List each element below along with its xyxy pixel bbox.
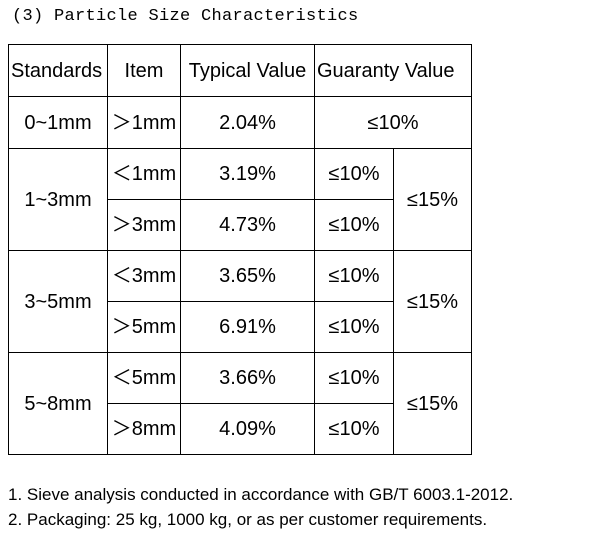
- notes-list: 1. Sieve analysis conducted in accordanc…: [8, 482, 513, 532]
- guaranty-value-cell: ≤10%: [314, 199, 394, 251]
- standard-cell: 3~5mm: [8, 250, 108, 353]
- table-row: 5~8mm ＜5mm 3.66% ≤10% ≤15%: [8, 352, 472, 455]
- standard-cell: 0~1mm: [8, 96, 108, 149]
- guaranty-value-cell: ≤10%: [314, 96, 472, 149]
- note-sieve-analysis: 1. Sieve analysis conducted in accordanc…: [8, 485, 514, 504]
- header-typical-value: Typical Value: [180, 44, 315, 97]
- item-cell: ＞5mm: [107, 301, 181, 353]
- group-limit-cell: ≤15%: [393, 352, 472, 455]
- group-limit-cell: ≤15%: [393, 148, 472, 251]
- standard-cell: 5~8mm: [8, 352, 108, 455]
- item-cell: ＞3mm: [107, 199, 181, 251]
- header-item: Item: [107, 44, 181, 97]
- item-cell: ＜3mm: [107, 250, 181, 302]
- table-row: 1~3mm ＜1mm 3.19% ≤10% ≤15%: [8, 148, 472, 251]
- guaranty-value-cell: ≤10%: [314, 301, 394, 353]
- section-heading: (3) Particle Size Characteristics: [12, 7, 359, 26]
- typical-value-cell: 3.19%: [180, 148, 315, 200]
- item-cell: ＞8mm: [107, 403, 181, 455]
- item-cell: ＜1mm: [107, 148, 181, 200]
- header-guaranty-value: Guaranty Value: [314, 44, 472, 97]
- typical-value-cell: 3.66%: [180, 352, 315, 404]
- note-packaging: 2. Packaging: 25 kg, 1000 kg, or as per …: [8, 510, 488, 529]
- guaranty-value-cell: ≤10%: [314, 352, 394, 404]
- table-row: ＞8mm 4.09% ≤10%: [9, 403, 472, 455]
- table-row: 3~5mm ＜3mm 3.65% ≤10% ≤15%: [8, 250, 472, 353]
- table-row: ＞5mm 6.91% ≤10%: [9, 301, 472, 353]
- typical-value-cell: 4.09%: [180, 403, 315, 455]
- typical-value-cell: 4.73%: [180, 199, 315, 251]
- group-limit-cell: ≤15%: [393, 250, 472, 353]
- item-cell: ＞1mm: [107, 96, 181, 149]
- guaranty-value-cell: ≤10%: [314, 403, 394, 455]
- guaranty-value-cell: ≤10%: [314, 148, 394, 200]
- header-standards: Standards: [8, 44, 108, 97]
- typical-value-cell: 6.91%: [180, 301, 315, 353]
- guaranty-value-cell: ≤10%: [314, 250, 394, 302]
- particle-size-table: Standards Item Typical Value Guaranty Va…: [8, 44, 472, 455]
- typical-value-cell: 2.04%: [180, 96, 315, 149]
- typical-value-cell: 3.65%: [180, 250, 315, 302]
- standard-cell: 1~3mm: [8, 148, 108, 251]
- table-row: ＞3mm 4.73% ≤10%: [9, 199, 472, 251]
- table-header-row: Standards Item Typical Value Guaranty Va…: [8, 44, 472, 97]
- table-row: 0~1mm ＞1mm 2.04% ≤10%: [8, 96, 472, 149]
- item-cell: ＜5mm: [107, 352, 181, 404]
